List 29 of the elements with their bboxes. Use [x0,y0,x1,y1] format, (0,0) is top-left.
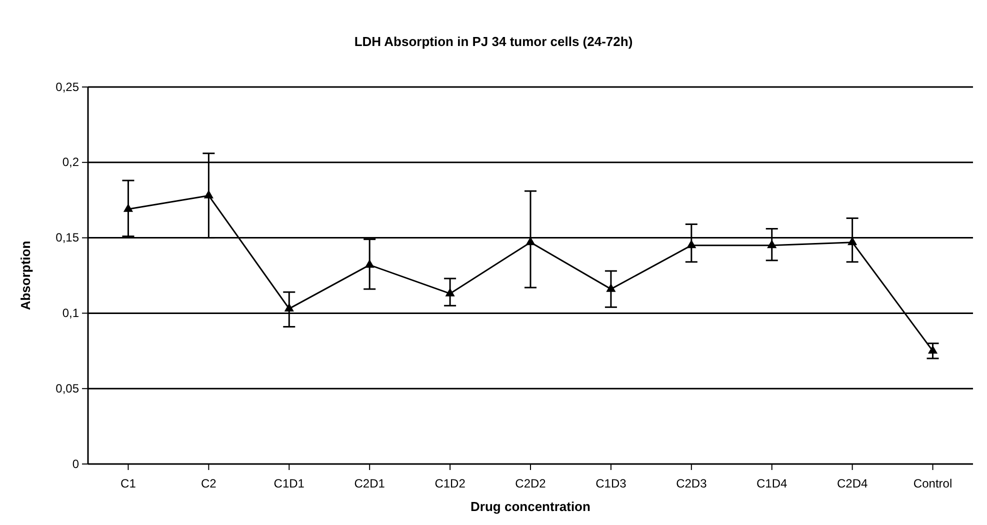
chart-title: LDH Absorption in PJ 34 tumor cells (24-72h) [354,34,633,49]
point [364,259,374,268]
x-tick-label: C2D3 [676,476,708,490]
point [204,190,214,198]
x-tick-label: C2 [201,476,217,490]
x-tick-label: C1 [120,476,136,490]
x-tick-label: C1D4 [756,476,788,490]
point [123,204,134,212]
x-tick-label: C2D4 [836,476,868,490]
point [606,284,616,292]
x-tick-label: Control [913,476,952,490]
x-tick-label: C1D2 [434,476,466,490]
x-axis-title: Drug concentration [470,499,590,514]
y-tick-label: 0 [72,456,80,471]
y-tick-label: 0,2 [62,155,80,170]
x-tick-label: C2D2 [515,476,546,490]
y-tick-label: 0,25 [56,80,80,94]
point [284,303,294,312]
x-tick-label: C1D3 [596,476,627,490]
point [686,240,696,248]
point [928,345,938,354]
point [767,240,777,248]
y-tick-label: 0,15 [56,230,80,245]
x-tick-label: C2D1 [354,476,386,490]
y-tick-label: 0,05 [56,381,80,396]
x-tick-label: C1D1 [274,476,305,490]
point [445,288,455,296]
y-axis-title: Absorption [18,240,33,310]
y-tick-label: 0,1 [62,306,80,320]
